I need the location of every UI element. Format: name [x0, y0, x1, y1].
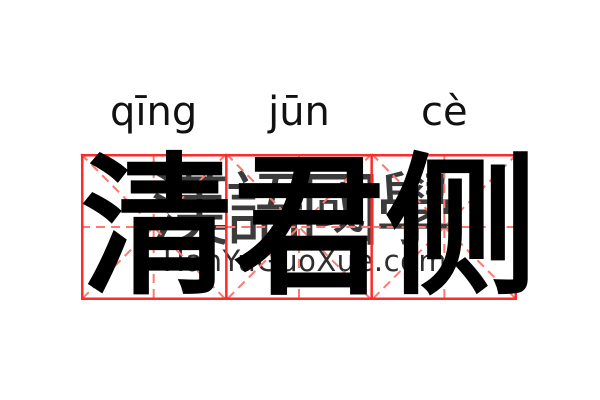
hanzi-char-2: 君: [233, 137, 385, 316]
watermark-url-text: HanYuGuoXue.com: [163, 244, 448, 278]
pinyin-syllable-2: jūn: [268, 89, 330, 135]
pinyin-row: qīng jūn cè: [81, 88, 517, 136]
hanzi-row: 清 君 侧: [81, 137, 537, 316]
pinyin-syllable-1: qīng: [110, 89, 198, 135]
hanzi-char-3: 侧: [385, 137, 537, 316]
watermark-hanzi: 漢語國學: [150, 164, 455, 257]
pinyin-syllable-3: cè: [421, 89, 468, 135]
mizige-grid: [80, 153, 518, 301]
hanzi-char-1: 清: [81, 137, 233, 316]
